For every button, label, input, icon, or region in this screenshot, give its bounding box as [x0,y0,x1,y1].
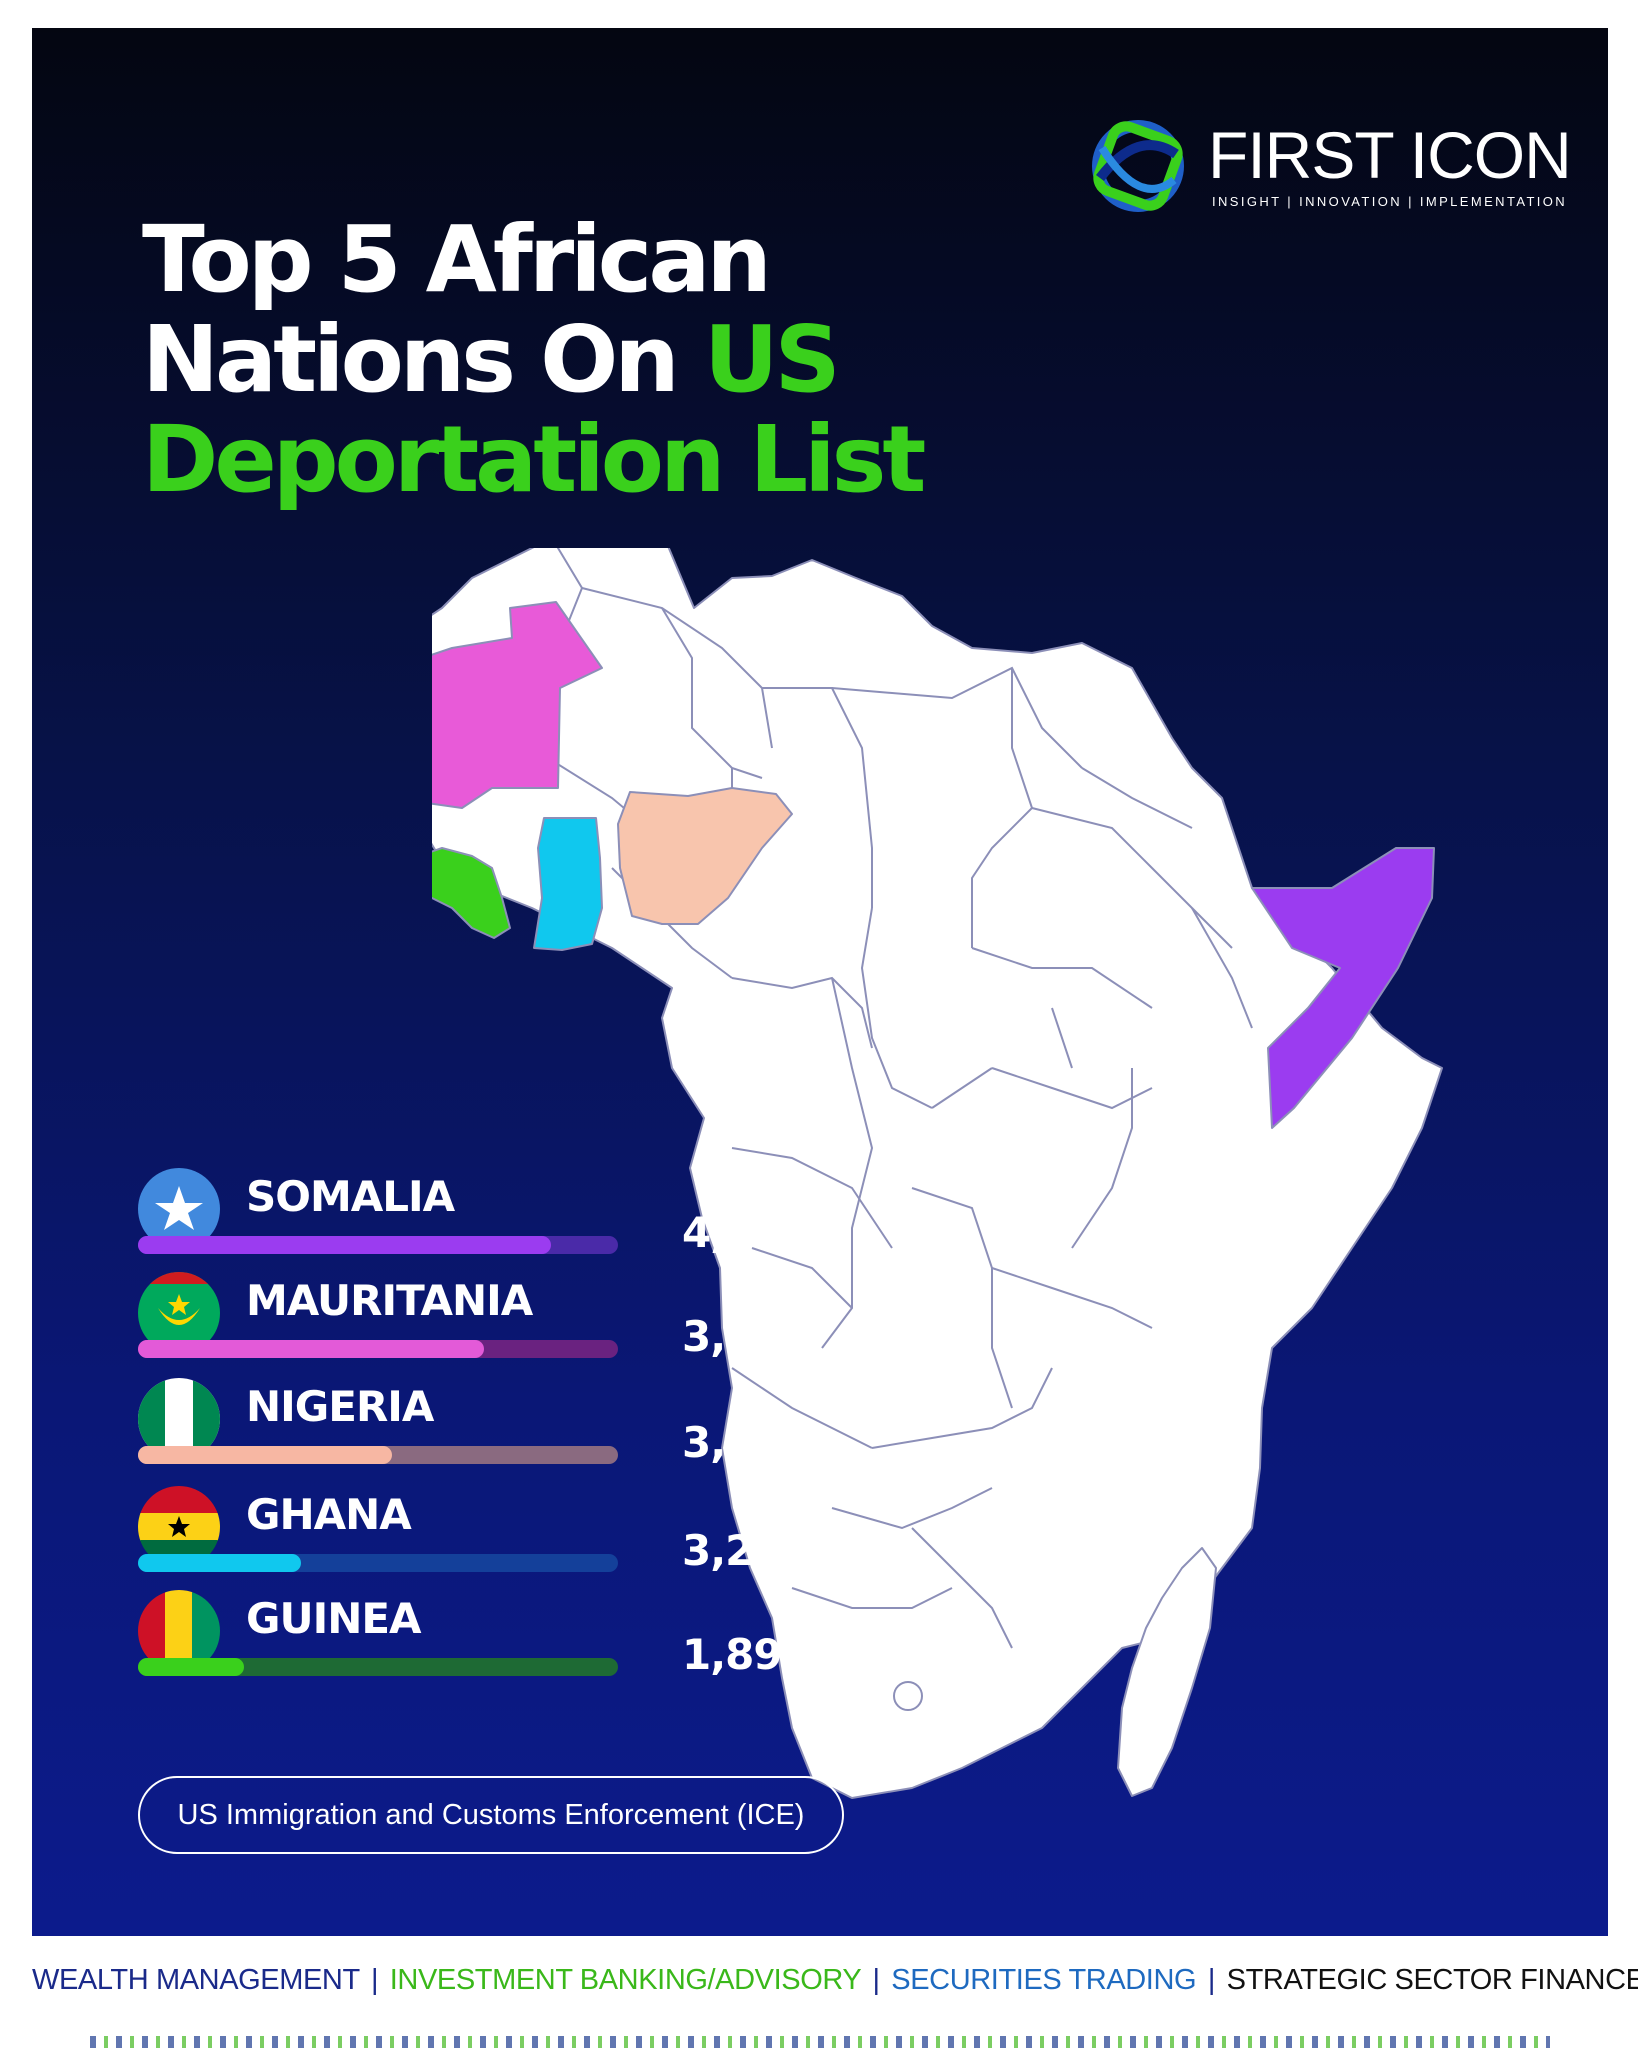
bar-fill [138,1658,244,1676]
ranking-row-nigeria: NIGERIA 3,690 [138,1378,898,1478]
value-label: 3,822 [682,1312,811,1361]
title-line-2-white: Nations On [142,306,704,413]
bar-fill [138,1340,484,1358]
value-label: 4,090 [682,1208,811,1257]
services-footer: WEALTH MANAGEMENT | INVESTMENT BANKING/A… [32,1964,1638,1997]
value-label: 3,690 [682,1418,811,1467]
value-label: 1,897 [682,1630,811,1679]
footer-item-investment: INVESTMENT BANKING/ADVISORY [389,1964,861,1996]
mauritania-highlight [432,601,603,809]
country-name: GHANA [246,1490,412,1539]
bar-track [138,1658,618,1676]
page-title: Top 5 African Nations On US Deportation … [142,210,1142,510]
title-line-2: Nations On US [142,310,1142,410]
footer-separator: | [872,1964,880,1996]
ranking-row-mauritania: MAURITANIA 3,822 [138,1272,898,1372]
bar-fill [138,1446,393,1464]
source-label: US Immigration and Customs Enforcement (… [138,1776,844,1854]
footer-item-securities: SECURITIES TRADING [891,1964,1197,1996]
title-line-2-green: US [703,306,841,413]
ghana-highlight [533,817,603,951]
footer-separator: | [370,1964,379,1996]
bar-fill [138,1554,302,1572]
bar-track [138,1340,618,1358]
bar-track [138,1236,618,1254]
brand-name: FIRST ICON [1208,118,1572,192]
value-label: 3,228 [682,1526,811,1575]
footer-separator: | [1207,1964,1216,1996]
madagascar [1117,1547,1217,1797]
bar-fill [138,1236,551,1254]
footer-decorative-strip [90,2036,1550,2048]
somalia-highlight [1251,847,1435,1129]
africa-map [432,548,1443,1799]
title-line-3: Deportation List [142,406,926,513]
ranking-row-ghana: GHANA 3,228 [138,1486,898,1586]
bar-track [138,1554,618,1572]
ranking-row-guinea: GUINEA 1,897 [138,1590,898,1690]
brand-tagline: INSIGHT | INNOVATION | IMPLEMENTATION [1212,194,1568,209]
nigeria-highlight [617,787,793,925]
infographic-poster: FIRST ICON INSIGHT | INNOVATION | IMPLEM… [32,28,1608,1936]
country-name: SOMALIA [246,1172,455,1221]
bar-track [138,1446,618,1464]
country-name: MAURITANIA [246,1276,533,1325]
country-name: NIGERIA [246,1382,434,1431]
guinea-highlight [432,847,511,939]
country-name: GUINEA [246,1594,422,1643]
ranking-row-somalia: SOMALIA 4,090 [138,1168,898,1268]
footer-item-wealth: WEALTH MANAGEMENT [32,1964,360,1996]
first-icon-logo: FIRST ICON INSIGHT | INNOVATION | IMPLEM… [1080,108,1572,228]
footer-item-strategic: STRATEGIC SECTOR FINANCE [1226,1964,1638,1996]
logo-mark-icon [1092,120,1184,212]
title-line-1: Top 5 African [142,206,772,313]
ranking-list: SOMALIA 4,090 MAURITANIA 3,822 [138,1168,898,1748]
